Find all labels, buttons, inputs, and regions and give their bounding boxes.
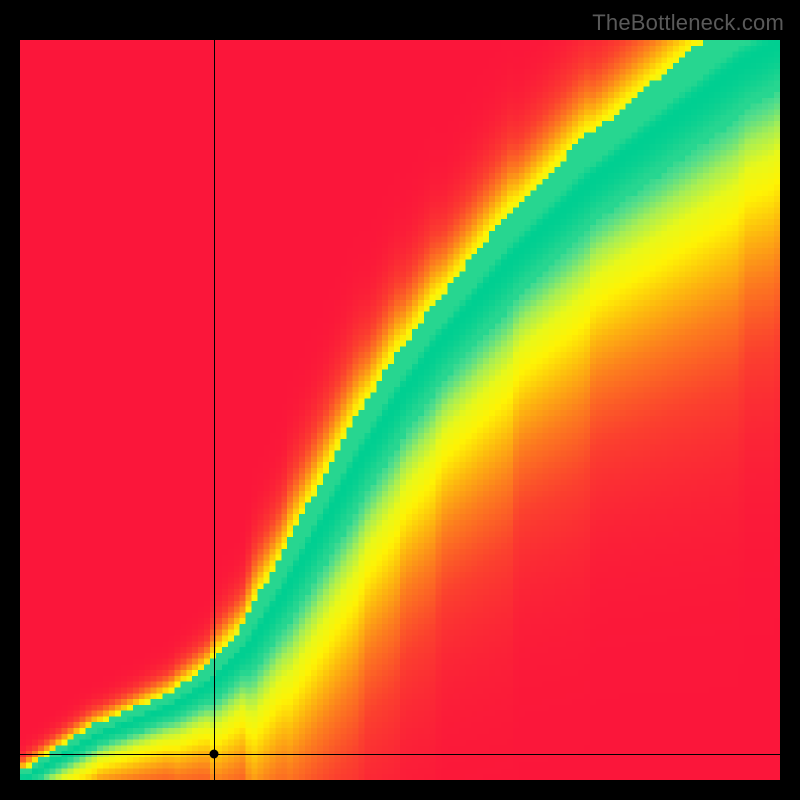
bottleneck-heatmap — [20, 40, 780, 780]
crosshair-marker-dot — [209, 750, 218, 759]
crosshair-horizontal-line — [20, 754, 780, 755]
crosshair-vertical-line — [214, 40, 215, 780]
plot-area — [20, 40, 780, 780]
figure-root: TheBottleneck.com — [0, 0, 800, 800]
watermark-text: TheBottleneck.com — [592, 10, 784, 36]
